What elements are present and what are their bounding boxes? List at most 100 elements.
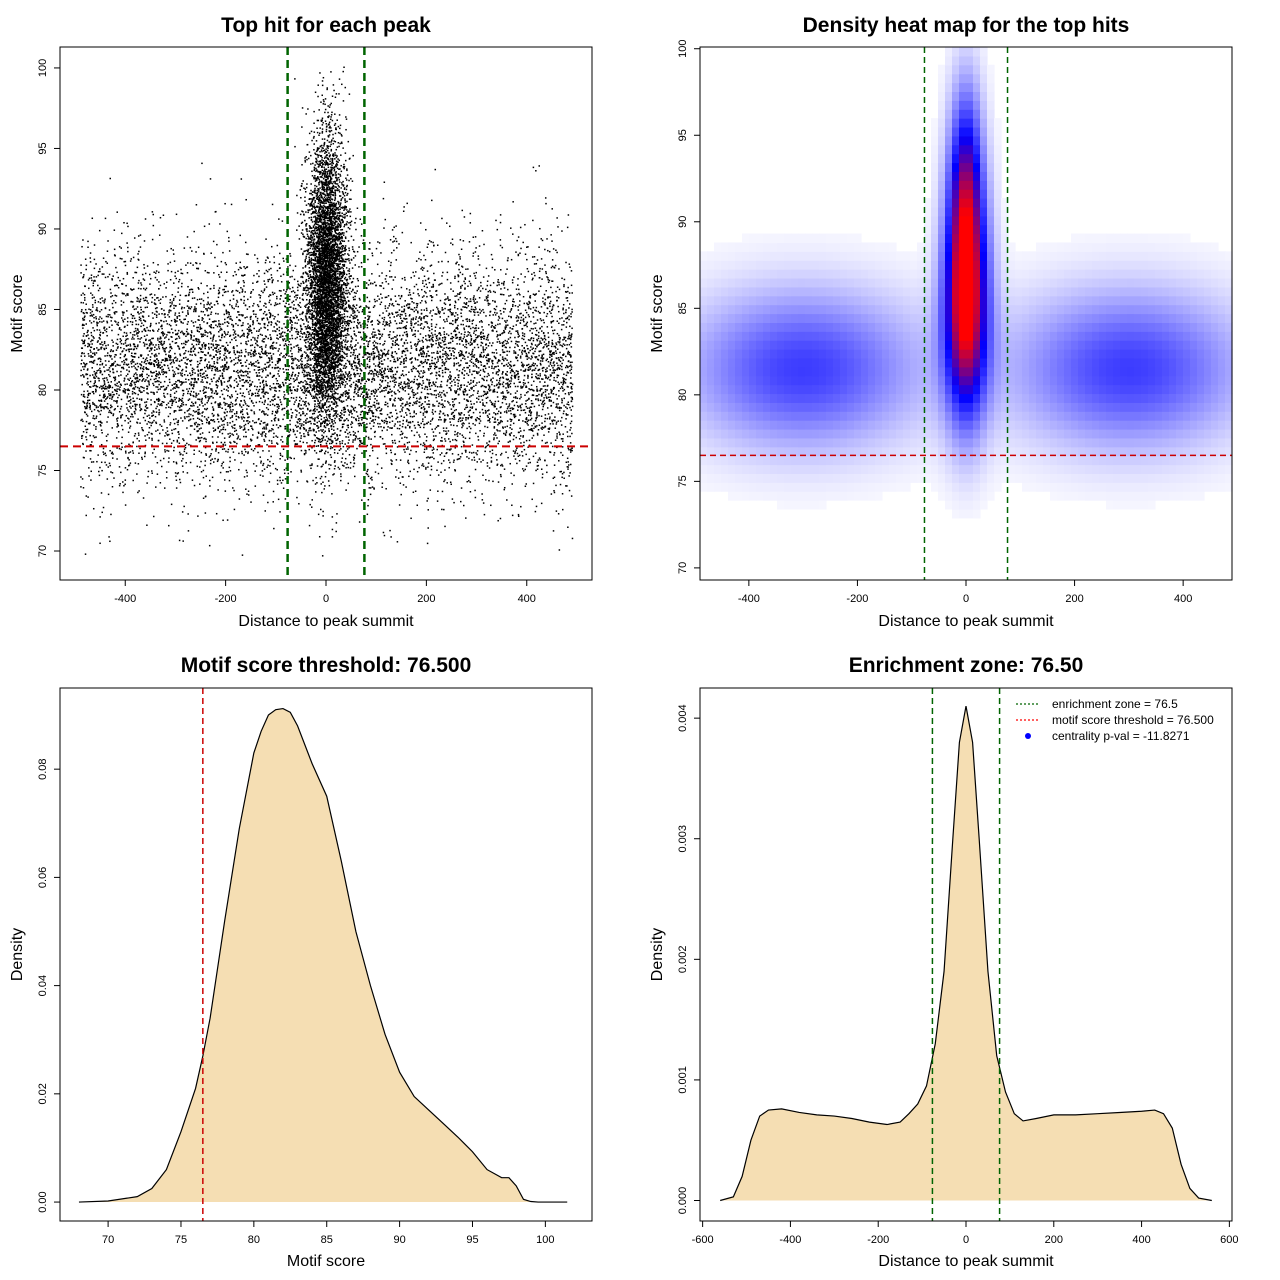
data-point	[570, 355, 572, 357]
data-point	[563, 320, 565, 322]
data-point	[264, 310, 266, 313]
data-point	[423, 353, 426, 355]
data-point	[431, 409, 434, 411]
data-point	[408, 398, 411, 400]
data-point	[171, 301, 173, 303]
data-point	[141, 273, 144, 276]
data-point	[559, 351, 561, 354]
data-point	[153, 365, 156, 368]
data-point	[459, 420, 462, 422]
data-point	[246, 412, 248, 414]
data-point	[139, 422, 141, 424]
data-point	[301, 336, 304, 338]
data-point	[136, 397, 138, 400]
data-point	[507, 441, 510, 443]
data-point	[106, 369, 108, 371]
data-point	[241, 452, 243, 455]
data-point	[263, 341, 265, 343]
data-point	[272, 341, 275, 344]
data-point	[540, 357, 543, 359]
data-point	[325, 388, 327, 390]
data-point	[146, 359, 149, 362]
data-point	[396, 416, 399, 418]
data-point	[131, 355, 134, 358]
data-point	[480, 351, 483, 354]
data-point	[135, 347, 138, 350]
data-point	[438, 370, 441, 373]
data-point	[494, 418, 496, 421]
data-point	[159, 341, 161, 343]
data-point	[188, 289, 191, 291]
data-point	[139, 338, 141, 340]
data-point	[100, 385, 102, 387]
data-point	[474, 489, 476, 492]
data-point	[403, 308, 406, 311]
data-point	[144, 435, 146, 437]
data-point	[155, 422, 158, 425]
data-point	[355, 419, 358, 422]
data-point	[289, 456, 291, 459]
data-point	[221, 375, 224, 378]
data-point	[443, 319, 445, 321]
data-point	[280, 334, 282, 336]
data-point	[563, 397, 565, 400]
data-point	[258, 328, 261, 331]
data-point	[178, 451, 181, 454]
data-point	[513, 455, 515, 457]
data-point	[131, 301, 134, 303]
data-point	[446, 222, 448, 224]
data-point	[423, 295, 425, 297]
data-point	[120, 317, 123, 319]
data-point	[389, 421, 391, 424]
data-point	[408, 306, 411, 308]
data-point	[151, 312, 154, 314]
data-point	[199, 347, 201, 349]
data-point	[347, 442, 350, 444]
data-point	[356, 278, 359, 280]
data-point	[467, 325, 470, 328]
data-point	[566, 316, 569, 319]
data-point	[499, 323, 501, 325]
data-point	[563, 336, 565, 339]
data-point	[312, 375, 314, 377]
data-point	[421, 269, 424, 271]
data-point	[306, 326, 309, 328]
data-point	[287, 472, 290, 475]
data-point	[527, 462, 530, 464]
data-point	[190, 384, 193, 387]
data-point	[507, 362, 510, 364]
data-point	[153, 411, 155, 413]
data-point	[232, 328, 235, 331]
data-point	[192, 414, 194, 417]
data-point	[284, 316, 286, 318]
data-point	[99, 542, 101, 545]
data-point	[99, 333, 101, 336]
data-point	[548, 427, 551, 429]
data-point	[150, 399, 152, 401]
data-point	[186, 472, 189, 474]
data-point	[240, 406, 243, 408]
data-point	[539, 285, 542, 288]
data-point	[546, 307, 549, 309]
data-point	[560, 328, 563, 331]
data-point	[276, 442, 278, 444]
data-point	[319, 379, 321, 382]
data-point	[108, 367, 111, 369]
data-point	[466, 306, 468, 309]
data-point	[381, 272, 383, 274]
data-point	[111, 302, 114, 305]
data-point	[211, 392, 213, 394]
data-point	[183, 448, 186, 450]
data-point	[245, 431, 247, 433]
data-point	[133, 343, 136, 346]
data-point	[253, 369, 256, 371]
data-point	[428, 327, 431, 329]
data-point	[468, 396, 471, 398]
data-point	[134, 271, 136, 274]
data-point	[460, 487, 463, 489]
data-point	[241, 291, 243, 293]
data-point	[425, 314, 427, 317]
data-point	[245, 435, 247, 438]
data-point	[526, 325, 528, 328]
data-point	[281, 408, 283, 411]
